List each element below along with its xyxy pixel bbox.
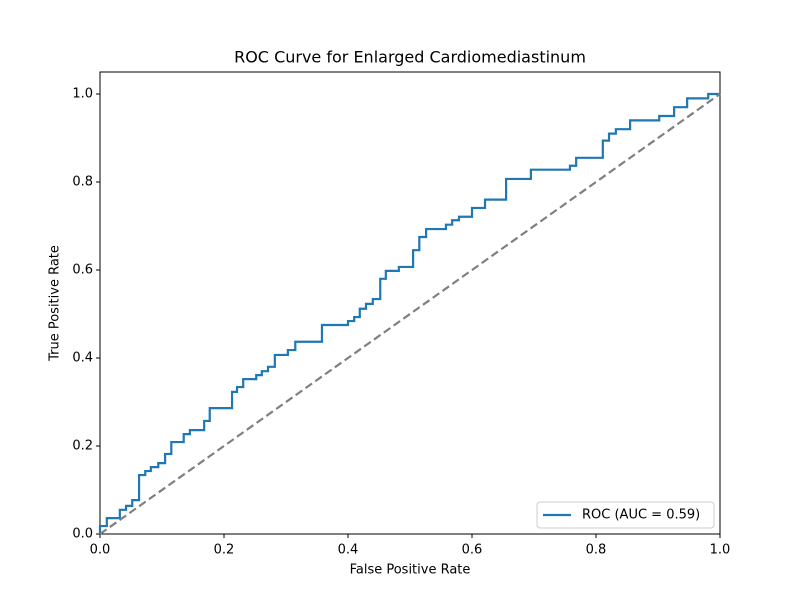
y-tick-label: 0.8	[72, 175, 93, 190]
y-tick-label: 1.0	[72, 87, 93, 102]
x-tick-label: 0.8	[586, 543, 607, 558]
x-tick-label: 0.2	[214, 543, 235, 558]
x-tick-label: 0.6	[462, 543, 483, 558]
y-tick-label: 0.0	[72, 527, 93, 542]
y-axis-label: True Positive Rate	[48, 245, 63, 362]
x-tick-label: 1.0	[710, 543, 731, 558]
x-tick-label: 0.4	[338, 543, 359, 558]
plot-frame	[99, 71, 721, 535]
x-axis-label: False Positive Rate	[350, 563, 471, 578]
x-tick-label: 0.0	[90, 543, 111, 558]
reference-line	[99, 93, 721, 535]
y-tick-label: 0.4	[72, 351, 93, 366]
roc-line	[98, 92, 720, 534]
y-tick-label: 0.6	[72, 263, 93, 278]
chart-title: ROC Curve for Enlarged Cardiomediastinum	[234, 48, 586, 67]
legend-box	[536, 501, 715, 529]
legend-label: ROC (AUC = 0.59)	[582, 508, 700, 523]
y-tick-label: 0.2	[72, 439, 93, 454]
